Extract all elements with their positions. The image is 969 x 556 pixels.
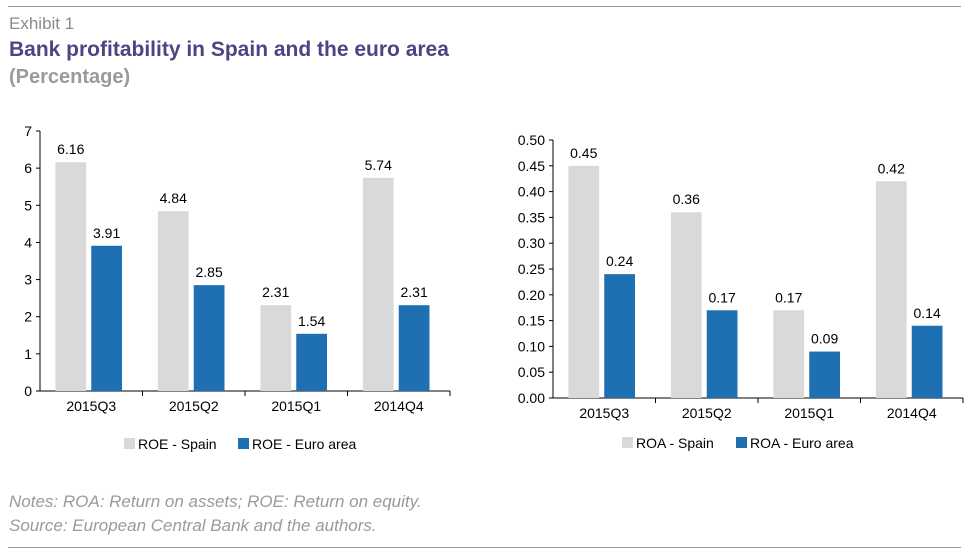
roa-x-tick-label: 2015Q1 — [784, 405, 834, 421]
roe-x-tick-label: 2015Q3 — [66, 398, 116, 414]
roe-y-tick-label: 3 — [24, 272, 32, 288]
roa-y-tick-label: 0.10 — [518, 338, 545, 354]
roa-bar-euro-area — [809, 351, 840, 398]
top-rule — [8, 6, 961, 7]
roe-bar-euro-area — [296, 333, 327, 391]
roa-y-tick-label: 0.00 — [518, 390, 545, 406]
roe-data-label: 3.91 — [93, 225, 120, 241]
roa-y-tick-label: 0.15 — [518, 313, 545, 329]
roe-data-label: 4.84 — [160, 190, 187, 206]
roa-data-label: 0.09 — [811, 331, 838, 347]
roe-bar-spain — [157, 211, 189, 391]
roe-legend-swatch — [238, 438, 249, 449]
roe-x-tick-label: 2015Q1 — [271, 398, 321, 414]
roa-legend-swatch — [736, 437, 747, 448]
roe-data-label: 6.16 — [57, 141, 84, 157]
roa-y-tick-label: 0.35 — [518, 209, 545, 225]
roe-y-tick-label: 2 — [24, 309, 32, 325]
roa-x-tick-label: 2015Q3 — [579, 405, 629, 421]
roe-x-tick-label: 2014Q4 — [374, 398, 424, 414]
page-subtitle: (Percentage) — [9, 66, 131, 88]
roa-x-tick-label: 2014Q4 — [887, 405, 937, 421]
roe-data-label: 2.31 — [262, 284, 289, 300]
roe-y-tick-label: 0 — [24, 383, 32, 399]
roe-data-label: 2.31 — [401, 284, 428, 300]
roa-legend-label: ROA - Spain — [636, 435, 714, 451]
roa-bar-euro-area — [604, 274, 635, 398]
roa-y-tick-label: 0.50 — [518, 132, 545, 148]
roa-bar-spain — [670, 212, 702, 398]
roe-legend-label: ROE - Spain — [138, 436, 217, 452]
roe-bar-euro-area — [91, 245, 122, 391]
roa-y-tick-label: 0.20 — [518, 287, 545, 303]
roa-legend-swatch — [622, 437, 633, 448]
exhibit-label: Exhibit 1 — [9, 14, 75, 33]
roe-bar-spain — [55, 162, 87, 391]
roa-bar-euro-area — [911, 325, 943, 398]
roa-data-label: 0.45 — [570, 145, 597, 161]
roe-y-tick-label: 5 — [24, 197, 32, 213]
roa-x-tick-label: 2015Q2 — [682, 405, 732, 421]
source-text: Source: European Central Bank and the au… — [9, 516, 377, 535]
roe-y-tick-label: 4 — [24, 234, 32, 250]
roe-y-tick-label: 6 — [24, 160, 32, 176]
roa-y-tick-label: 0.45 — [518, 158, 545, 174]
roa-data-label: 0.17 — [775, 289, 802, 305]
roa-legend-label: ROA - Euro area — [750, 435, 854, 451]
roe-legend-label: ROE - Euro area — [252, 436, 356, 452]
page-title: Bank profitability in Spain and the euro… — [9, 38, 449, 61]
roa-y-tick-label: 0.40 — [518, 184, 545, 200]
roa-bar-spain — [875, 181, 907, 398]
roa-bar-spain — [568, 165, 600, 398]
roe-bar-euro-area — [193, 285, 225, 391]
notes-text: Notes: ROA: Return on assets; ROE: Retur… — [9, 492, 422, 511]
roa-data-label: 0.14 — [914, 305, 941, 321]
roe-data-label: 5.74 — [365, 157, 392, 173]
roe-bar-spain — [362, 177, 394, 391]
roa-y-tick-label: 0.30 — [518, 235, 545, 251]
roa-data-label: 0.24 — [606, 253, 633, 269]
roe-y-tick-label: 7 — [24, 123, 32, 139]
roa-data-label: 0.42 — [878, 160, 905, 176]
roa-data-label: 0.36 — [673, 191, 700, 207]
roe-legend-swatch — [124, 438, 135, 449]
roe-data-label: 1.54 — [298, 313, 325, 329]
roa-y-tick-label: 0.05 — [518, 364, 545, 380]
roe-y-tick-label: 1 — [24, 346, 32, 362]
bottom-rule — [8, 547, 961, 548]
roa-y-tick-label: 0.25 — [518, 261, 545, 277]
roa-data-label: 0.17 — [709, 289, 736, 305]
roe-bar-euro-area — [398, 305, 430, 391]
roe-x-tick-label: 2015Q2 — [169, 398, 219, 414]
roe-data-label: 2.85 — [196, 264, 223, 280]
roa-bar-spain — [773, 310, 805, 398]
roa-bar-euro-area — [706, 310, 738, 398]
roe-bar-spain — [260, 305, 292, 391]
